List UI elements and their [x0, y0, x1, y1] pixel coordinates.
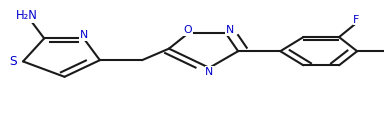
Text: N: N	[79, 30, 88, 40]
Text: S: S	[10, 55, 17, 68]
Text: H₂N: H₂N	[16, 9, 38, 22]
Text: N: N	[225, 25, 234, 35]
Text: F: F	[353, 15, 359, 25]
Text: O: O	[184, 25, 192, 35]
Text: N: N	[205, 67, 214, 77]
